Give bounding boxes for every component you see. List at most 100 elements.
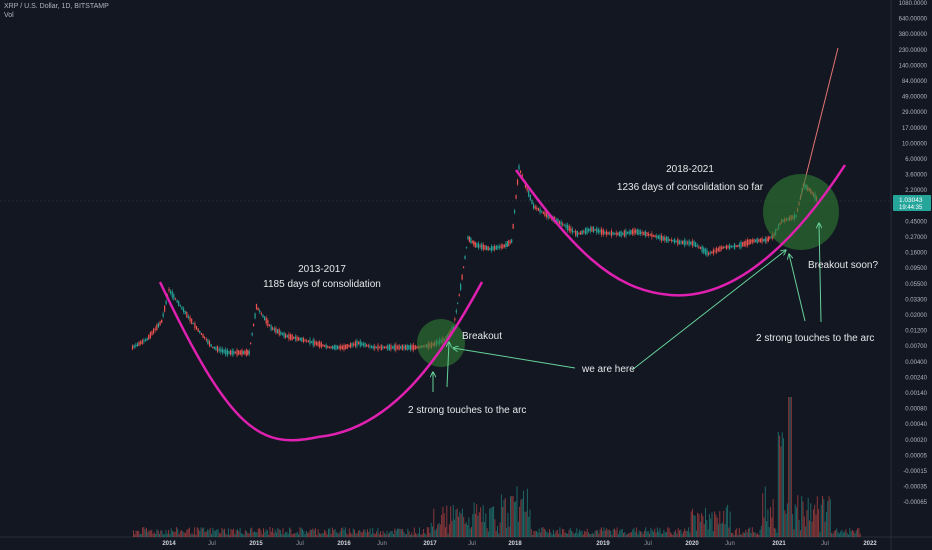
volume-bar [611, 534, 613, 537]
volume-bar [642, 534, 644, 537]
candle-body [531, 199, 533, 205]
volume-bar [217, 528, 219, 537]
candle-body [532, 203, 535, 209]
volume-bar [471, 526, 472, 537]
volume-bar [408, 531, 410, 537]
volume-bar [854, 533, 856, 537]
volume-bar [338, 533, 340, 537]
volume-bar [413, 527, 415, 537]
volume-bar [612, 529, 614, 537]
volume-bar [400, 529, 402, 537]
volume-bar [281, 534, 283, 537]
candle-body [581, 230, 583, 235]
candle-body [473, 241, 475, 246]
volume-bar [328, 528, 329, 537]
candle-body [260, 313, 262, 315]
candle-body [743, 241, 745, 247]
volume-bar [686, 531, 688, 537]
volume-bar [738, 527, 740, 537]
label-breakout: Breakout [462, 331, 502, 342]
volume-bar [152, 533, 154, 537]
volume-bar [411, 532, 413, 537]
candle-body [649, 234, 651, 236]
candle-body [370, 345, 373, 349]
candle-body [754, 239, 757, 242]
candle-body [683, 240, 685, 246]
volume-bar [486, 528, 488, 537]
volume-bar [476, 504, 478, 537]
volume-bar [380, 531, 381, 537]
volume-bar [402, 528, 404, 537]
volume-bar [720, 523, 722, 537]
candle-body [400, 346, 402, 349]
candle-body [660, 235, 663, 241]
volume-bar [182, 531, 184, 537]
candle-body [477, 243, 480, 249]
price-tick-label: 140.00000 [899, 63, 928, 69]
candle-body [354, 341, 356, 347]
candle-body [327, 346, 329, 348]
volume-bar [556, 529, 558, 537]
volume-bar [169, 533, 171, 537]
candle-body [756, 238, 758, 243]
volume-bar [216, 529, 218, 537]
volume-bar [744, 532, 745, 537]
volume-bar [781, 432, 783, 537]
candle-body [711, 251, 713, 254]
volume-bar [428, 527, 430, 537]
candle-body [299, 337, 301, 341]
time-axis[interactable]: 2014 Jul 2015 Jul 2016 Jun 2017 Jul 2018 2019 Jul 2… [162, 541, 877, 547]
volume-bar [469, 528, 471, 537]
candle-body [375, 346, 378, 349]
price-axis[interactable]: 1080.0000 640.00000 380.00000 230.00000 140.… [899, 1, 928, 506]
volume-bar [832, 533, 834, 537]
candle-body [225, 349, 227, 355]
volume-bar [806, 510, 808, 537]
volume-bar [747, 528, 749, 537]
candle-body [635, 229, 637, 233]
volume-bar [711, 512, 713, 537]
volume-bar [455, 509, 457, 537]
volume-bar [578, 529, 580, 537]
volume-bar [238, 531, 240, 537]
volume-bar [528, 516, 530, 537]
candle-body [664, 237, 666, 241]
volume-bar [417, 533, 419, 537]
candle-body [716, 247, 718, 253]
volume-bar [342, 527, 344, 537]
volume-bar [831, 532, 833, 537]
volume-bar [598, 533, 600, 537]
volume-bar [279, 530, 281, 537]
candle-body [542, 211, 544, 214]
volume-bar [564, 532, 566, 537]
candle-body [362, 343, 365, 346]
label-breakout-soon: Breakout soon? [808, 260, 878, 271]
candle-body [234, 351, 237, 354]
volume-bar [504, 498, 506, 537]
volume-bar [330, 533, 332, 537]
volume-bar [695, 530, 697, 537]
arrow-touch-4 [819, 223, 821, 323]
volume-bar [558, 533, 560, 537]
candle-body [403, 346, 405, 349]
candle-body [245, 349, 247, 356]
candle-body [136, 343, 139, 347]
volume-bar [175, 527, 177, 537]
arrow-touch-3 [789, 254, 806, 322]
volume-bar [192, 534, 194, 537]
volume-bar [500, 494, 502, 537]
volume-bar [664, 532, 666, 537]
candle-body [528, 190, 530, 197]
candle-body [622, 232, 624, 235]
candle-body [208, 341, 211, 346]
candle-body [509, 241, 511, 243]
candle-body [626, 232, 629, 234]
symbol-title: XRP / U.S. Dollar, 1D, BITSTAMP [4, 3, 109, 10]
candle-body [544, 211, 546, 217]
volume-bar [597, 530, 599, 537]
candle-body [454, 318, 456, 321]
volume-bar [390, 531, 392, 537]
volume-bar [480, 507, 482, 537]
candle-body [270, 325, 272, 330]
